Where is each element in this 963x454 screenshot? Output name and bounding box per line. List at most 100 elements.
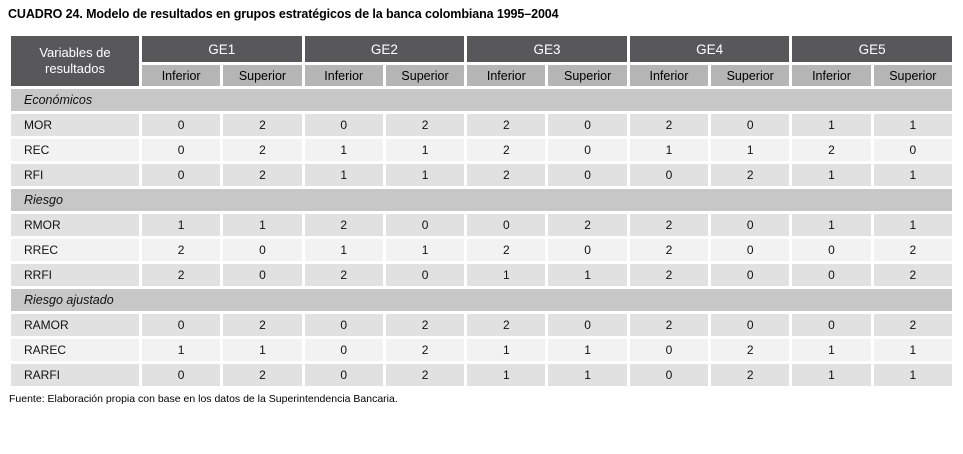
value-cell: 1 [870, 211, 956, 239]
value-cell: 2 [382, 336, 468, 364]
table-row: REC 0 2 1 1 2 0 1 1 2 0 [8, 136, 956, 164]
subheader-ge3-superior: Superior [545, 62, 630, 89]
table-row: RARFI 0 2 0 2 1 1 0 2 1 1 [8, 361, 956, 389]
value-cell: 0 [138, 311, 224, 339]
value-cell: 0 [138, 111, 224, 139]
value-cell: 2 [220, 136, 305, 164]
value-cell: 2 [464, 136, 549, 164]
group-header-ge4: GE4 [626, 33, 793, 65]
value-cell: 1 [789, 211, 874, 239]
value-cell: 2 [382, 311, 468, 339]
value-cell: 1 [870, 161, 956, 189]
value-cell: 1 [870, 361, 956, 389]
value-cell: 1 [464, 261, 549, 289]
value-cell: 2 [138, 261, 224, 289]
value-cell: 2 [870, 236, 956, 264]
value-cell: 0 [382, 211, 468, 239]
subheader-ge4-superior: Superior [708, 62, 793, 89]
value-cell: 2 [464, 311, 549, 339]
value-cell: 1 [789, 111, 874, 139]
value-cell: 0 [626, 361, 712, 389]
value-cell: 1 [382, 136, 468, 164]
row-label: RREC [8, 236, 142, 264]
value-cell: 1 [870, 336, 956, 364]
subheader-ge3-inferior: Inferior [464, 62, 549, 89]
section-row: Riesgo [8, 186, 955, 214]
value-cell: 0 [138, 361, 224, 389]
value-cell: 2 [464, 111, 549, 139]
value-cell: 0 [138, 161, 224, 189]
subheader-ge4-inferior: Inferior [626, 62, 712, 89]
value-cell: 2 [870, 261, 956, 289]
row-label: MOR [8, 111, 142, 139]
value-cell: 2 [220, 311, 305, 339]
group-header-row: Variables de resultados GE1 GE2 GE3 GE4 … [8, 33, 955, 89]
value-cell: 2 [301, 211, 386, 239]
value-cell: 1 [301, 136, 386, 164]
table-row: RFI 0 2 1 1 2 0 0 2 1 1 [8, 161, 956, 189]
value-cell: 0 [870, 136, 956, 164]
value-cell: 1 [708, 136, 793, 164]
subheader-ge5-superior: Superior [870, 62, 956, 89]
value-cell: 0 [382, 261, 468, 289]
group-header-ge2: GE2 [301, 33, 468, 65]
section-label: Riesgo [8, 186, 955, 214]
value-cell: 0 [301, 336, 386, 364]
row-label: RMOR [8, 211, 142, 239]
value-cell: 1 [220, 211, 305, 239]
value-cell: 0 [626, 336, 712, 364]
value-cell: 0 [708, 211, 793, 239]
value-cell: 1 [382, 236, 468, 264]
section-label: Económicos [8, 86, 955, 114]
corner-header: Variables de resultados [8, 33, 142, 89]
value-cell: 0 [545, 236, 630, 264]
value-cell: 1 [301, 161, 386, 189]
value-cell: 2 [464, 236, 549, 264]
value-cell: 0 [789, 236, 874, 264]
value-cell: 1 [138, 211, 224, 239]
group-header-ge1: GE1 [139, 33, 305, 65]
value-cell: 2 [545, 211, 630, 239]
source-note: Fuente: Elaboración propia con base en l… [9, 393, 398, 405]
table-title: CUADRO 24. Modelo de resultados en grupo… [8, 7, 559, 21]
value-cell: 1 [464, 336, 549, 364]
value-cell: 1 [382, 161, 468, 189]
value-cell: 0 [545, 311, 630, 339]
value-cell: 0 [626, 161, 712, 189]
value-cell: 2 [464, 161, 549, 189]
table-row: MOR 0 2 0 2 2 0 2 0 1 1 [8, 111, 956, 139]
value-cell: 0 [708, 311, 793, 339]
value-cell: 0 [789, 311, 874, 339]
value-cell: 0 [138, 136, 224, 164]
value-cell: 1 [789, 336, 874, 364]
value-cell: 0 [464, 211, 549, 239]
table-row: RREC 2 0 1 1 2 0 2 0 0 2 [8, 236, 956, 264]
value-cell: 1 [220, 336, 305, 364]
group-header-ge5: GE5 [789, 33, 955, 65]
value-cell: 1 [464, 361, 549, 389]
table-row: RAREC 1 1 0 2 1 1 0 2 1 1 [8, 336, 956, 364]
value-cell: 1 [545, 261, 630, 289]
value-cell: 1 [789, 361, 874, 389]
row-label: RARFI [8, 361, 142, 389]
subheader-row: Inferior Superior Inferior Superior Inferior… [10, 62, 956, 89]
row-label: RFI [8, 161, 142, 189]
value-cell: 1 [789, 161, 874, 189]
table-row: RAMOR 0 2 0 2 2 0 2 0 0 2 [8, 311, 956, 339]
subheader-ge2-inferior: Inferior [301, 62, 386, 89]
value-cell: 0 [708, 111, 793, 139]
value-cell: 0 [708, 236, 793, 264]
section-label: Riesgo ajustado [8, 286, 955, 314]
value-cell: 2 [626, 236, 712, 264]
value-cell: 0 [545, 111, 630, 139]
results-table: Variables de resultados GE1 GE2 GE3 GE4 … [8, 33, 956, 389]
value-cell: 2 [382, 361, 468, 389]
value-cell: 2 [789, 136, 874, 164]
value-cell: 2 [220, 361, 305, 389]
value-cell: 2 [138, 236, 224, 264]
value-cell: 2 [626, 261, 712, 289]
value-cell: 1 [301, 236, 386, 264]
value-cell: 0 [220, 236, 305, 264]
value-cell: 0 [301, 311, 386, 339]
